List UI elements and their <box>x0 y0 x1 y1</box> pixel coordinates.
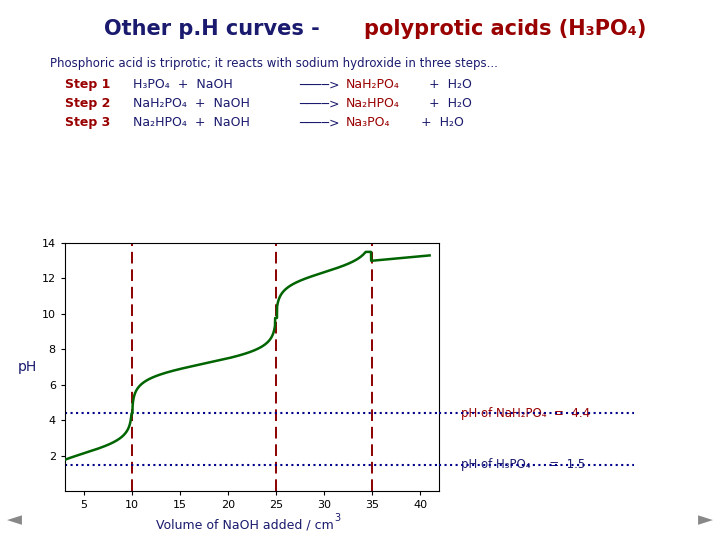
Text: +  H₂O: + H₂O <box>421 78 472 91</box>
Text: Na₂HPO₄: Na₂HPO₄ <box>346 97 400 110</box>
Text: ◄: ◄ <box>7 510 22 529</box>
Text: ────>: ────> <box>299 78 339 91</box>
Text: polyprotic acids (H₃PO₄): polyprotic acids (H₃PO₄) <box>364 19 646 39</box>
Text: NaH₂PO₄  +  NaOH: NaH₂PO₄ + NaOH <box>133 97 250 110</box>
Text: Na₃PO₄: Na₃PO₄ <box>346 116 390 129</box>
Text: pH of NaH₂PO₄  =  4.4: pH of NaH₂PO₄ = 4.4 <box>461 407 590 420</box>
Text: ────>: ────> <box>299 97 339 110</box>
Text: Other p.H curves -: Other p.H curves - <box>104 19 328 39</box>
Text: pH of H₃PO₄     =  1.5: pH of H₃PO₄ = 1.5 <box>461 458 585 471</box>
Text: Step 2: Step 2 <box>65 97 110 110</box>
Y-axis label: pH: pH <box>18 360 37 374</box>
Text: NaH₂PO₄: NaH₂PO₄ <box>346 78 400 91</box>
Text: +  H₂O: + H₂O <box>421 97 472 110</box>
Text: Step 3: Step 3 <box>65 116 110 129</box>
Text: Step 1: Step 1 <box>65 78 110 91</box>
Text: ────>: ────> <box>299 116 339 129</box>
Text: +  H₂O: + H₂O <box>413 116 464 129</box>
Text: ►: ► <box>698 510 713 529</box>
Text: Volume of NaOH added / cm: Volume of NaOH added / cm <box>156 519 333 532</box>
Text: H₃PO₄  +  NaOH: H₃PO₄ + NaOH <box>133 78 233 91</box>
Text: Na₂HPO₄  +  NaOH: Na₂HPO₄ + NaOH <box>133 116 250 129</box>
Text: 3: 3 <box>335 513 341 523</box>
Text: Phosphoric acid is triprotic; it reacts with sodium hydroxide in three steps...: Phosphoric acid is triprotic; it reacts … <box>50 57 498 70</box>
